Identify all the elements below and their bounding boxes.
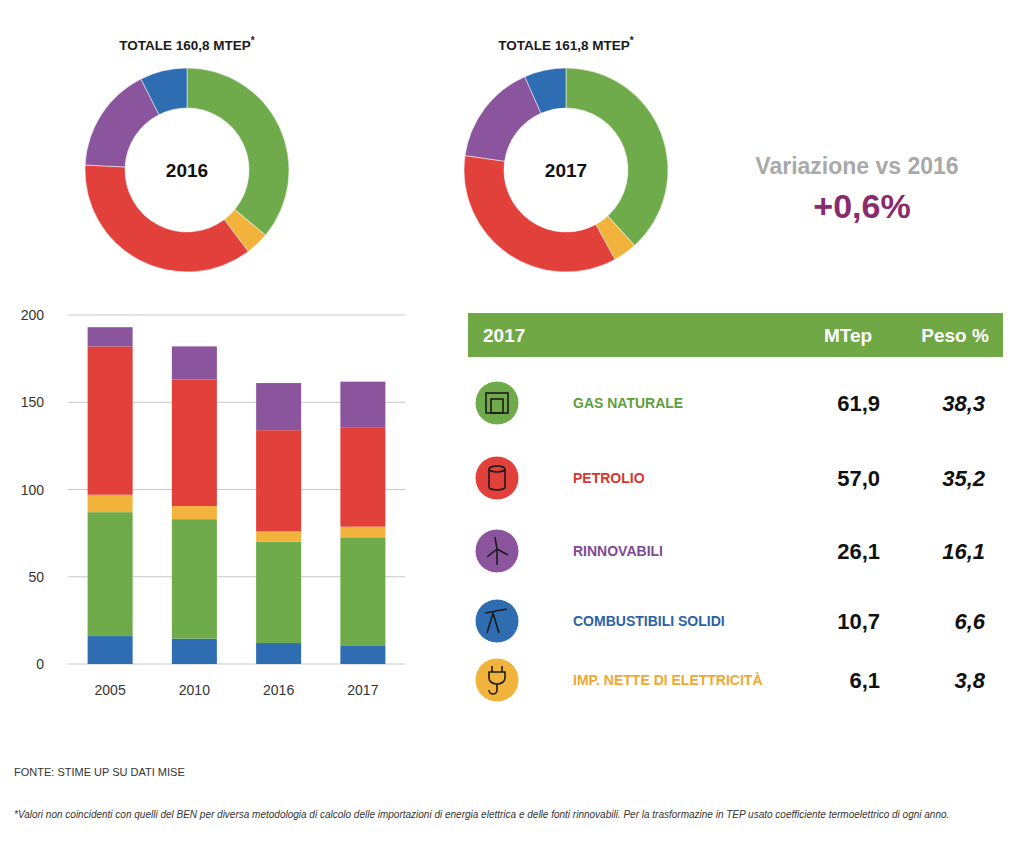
bar-segment [340,382,385,428]
donut-center-label: 2016 [166,160,208,181]
x-tick-label: 2016 [263,682,294,698]
source-note: FONTE: STIME UP SU DATI MISE [14,766,185,778]
donut-slice [525,68,566,113]
row-label: RINNOVABILI [573,543,663,559]
grid-line [68,315,405,316]
y-tick-label: 200 [21,307,45,323]
row-mtep: 61,9 [837,391,880,416]
donut-slice [141,68,187,115]
bar-segment [256,383,301,430]
icon-circle [475,529,519,573]
bars [88,327,386,664]
row-share: 6,6 [954,609,985,634]
row-label: PETROLIO [573,470,645,486]
bar-segment [88,512,133,636]
bar-segment [88,495,133,512]
row-icon [475,658,519,702]
row-mtep: 6,1 [849,668,880,693]
table-header: 2017 [483,325,525,346]
donut-slice [464,156,615,272]
bar-segment [340,537,385,645]
row-icon [475,529,519,573]
bar-segment [88,636,133,664]
row-share: 35,2 [942,466,986,491]
donut-chart: TOTALE 161,8 MTEP* 2017 [464,35,668,272]
icon-circle [475,658,519,702]
title-text: TOTALE 161,8 MTEP [498,38,630,53]
bar-segment [340,427,385,526]
title-asterisk: * [630,35,634,46]
row-icon [475,599,519,643]
icon-circle [475,381,519,425]
icon-glyph [486,393,508,413]
donut-slice [566,68,668,245]
variation-value: +0,6% [813,187,910,225]
x-tick-label: 2005 [95,682,126,698]
bar-segment [256,643,301,664]
x-tick-label: 2017 [347,682,378,698]
bar-segment [88,327,133,346]
row-label: GAS NATURALE [573,395,683,411]
table-header: Peso % [921,325,989,346]
x-tick-label: 2010 [179,682,210,698]
icon-glyph [487,537,508,565]
icon-glyph [489,466,505,472]
bar-segment [340,527,385,538]
footnote: *Valori non coincidenti con quelli del B… [14,808,1014,822]
donut-slice [85,165,248,272]
y-tick-label: 50 [28,569,44,585]
page: TOTALE 160,8 MTEP*2016TOTALE 161,8 MTEP*… [0,0,1024,845]
bar-segment [256,430,301,531]
icon-glyph [485,609,507,633]
table: 2017 MTep Peso % GAS NATURALE 61,9 38,3 PETROL… [468,313,1003,702]
row-icon [475,381,519,425]
row-label: COMBUSTIBILI SOLIDI [573,613,725,629]
donut-chart: TOTALE 160,8 MTEP* 2016 [85,35,289,272]
bar-segment [256,542,301,643]
bar-segment [172,380,217,507]
donut-title: TOTALE 160,8 MTEP* [119,35,255,53]
bar-segment [340,645,385,664]
row-share: 16,1 [942,539,985,564]
icon-glyph [491,399,503,413]
row-icon [475,456,519,500]
bar-segment [172,639,217,664]
variation-label: Variazione vs 2016 [755,153,958,179]
row-mtep: 57,0 [837,466,880,491]
row-mtep: 26,1 [837,539,880,564]
row-mtep: 10,7 [837,609,880,634]
row-share: 3,8 [954,668,985,693]
title-asterisk: * [251,35,255,46]
icon-glyph [489,469,505,490]
icon-circle [475,456,519,500]
row-label: IMP. NETTE DI ELETTRICITÀ [573,672,763,688]
y-tick-label: 100 [21,482,45,498]
icon-circle [475,599,519,643]
bar-chart: 0 50 100 150 200 2005 2010 2016 2017 [21,307,405,698]
donut-slice [187,68,289,235]
y-tick-label: 150 [21,394,45,410]
donut-title: TOTALE 161,8 MTEP* [498,35,634,53]
donut-slice [465,77,541,162]
bar-segment [172,519,217,639]
title-text: TOTALE 160,8 MTEP [119,38,251,53]
bar-segment [172,506,217,519]
bar-segment [172,346,217,379]
table-header-bar [468,313,1003,357]
icon-glyph [489,666,505,694]
donut-center-label: 2017 [545,160,587,181]
y-tick-label: 0 [36,656,44,672]
row-share: 38,3 [942,391,985,416]
bar-segment [256,531,301,541]
table-header: MTep [824,325,872,346]
bar-segment [88,346,133,494]
